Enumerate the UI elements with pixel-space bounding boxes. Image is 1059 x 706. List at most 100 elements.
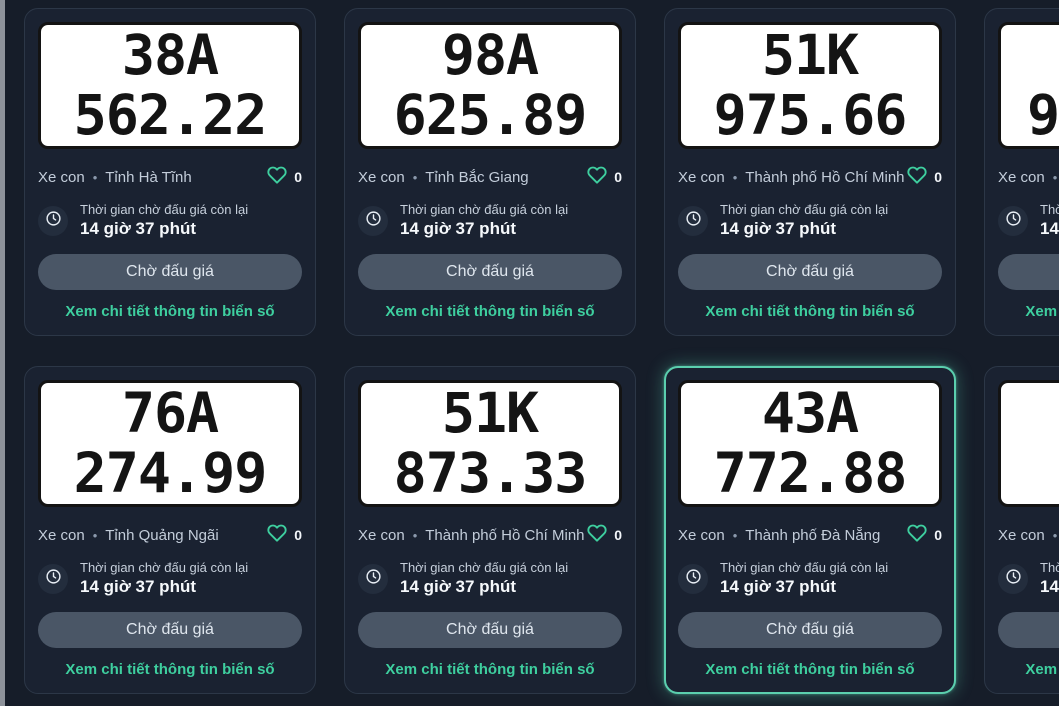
timer-value: 14 giờ 37 phút bbox=[1040, 577, 1059, 596]
wait-auction-button[interactable]: Chờ đấu giá bbox=[358, 612, 622, 648]
like-count: 0 bbox=[294, 527, 302, 543]
like-count: 0 bbox=[614, 527, 622, 543]
license-plate: 9 bbox=[998, 22, 1059, 149]
plate-line-2: 9 bbox=[1027, 82, 1059, 147]
timer-row: Thời gian chờ đấu giá còn lại 14 giờ 37 … bbox=[998, 560, 1059, 597]
timer-value: 14 giờ 37 phút bbox=[1040, 219, 1059, 238]
vehicle-type-label: Xe con bbox=[998, 526, 1045, 544]
separator-dot: • bbox=[1052, 169, 1058, 185]
timer-label: Thời gian chờ đấu giá còn lại bbox=[80, 202, 249, 217]
like-count: 0 bbox=[934, 169, 942, 185]
plate-card[interactable]: 9 Xe con • 0 Thời gian chờ đấu giá còn l… bbox=[984, 8, 1059, 336]
clock-icon bbox=[45, 568, 62, 590]
plate-card[interactable]: 51K 975.66 Xe con • Thành phố Hồ Chí Min… bbox=[664, 8, 956, 336]
plate-card[interactable]: 38A 562.22 Xe con • Tỉnh Hà Tĩnh 0 Thời … bbox=[24, 8, 316, 336]
clock-icon bbox=[1005, 210, 1022, 232]
wait-auction-button[interactable]: Chờ đấu giá bbox=[358, 254, 622, 290]
wait-auction-button[interactable]: Chờ đấu giá bbox=[678, 254, 942, 290]
plate-line-2: 873.33 bbox=[393, 440, 588, 505]
timer-row: Thời gian chờ đấu giá còn lại 14 giờ 37 … bbox=[358, 560, 622, 597]
left-window-edge bbox=[0, 0, 5, 706]
license-plate: 38A 562.22 bbox=[38, 22, 302, 149]
card-meta-row: Xe con • Thành phố Hồ Chí Minh 0 bbox=[358, 523, 622, 547]
clock-badge bbox=[38, 205, 68, 236]
plate-card[interactable]: 51K 873.33 Xe con • Thành phố Hồ Chí Min… bbox=[344, 366, 636, 694]
timer-label: Thời gian chờ đấu giá còn lại bbox=[400, 202, 569, 217]
card-meta-row: Xe con • Thành phố Đà Nẵng 0 bbox=[678, 523, 942, 547]
heart-icon bbox=[907, 523, 927, 547]
vehicle-type-label: Xe con bbox=[358, 168, 405, 186]
card-meta-row: Xe con • Tỉnh Hà Tĩnh 0 bbox=[38, 165, 302, 189]
timer-row: Thời gian chờ đấu giá còn lại 14 giờ 37 … bbox=[998, 202, 1059, 239]
plate-card-selected[interactable]: 43A 772.88 Xe con • Thành phố Đà Nẵng 0 … bbox=[664, 366, 956, 694]
license-plate: 76A 274.99 bbox=[38, 380, 302, 507]
timer-value: 14 giờ 37 phút bbox=[720, 219, 836, 238]
separator-dot: • bbox=[92, 169, 98, 185]
clock-icon bbox=[685, 210, 702, 232]
view-detail-link[interactable]: Xem chi tiết thông tin biển số bbox=[1025, 303, 1059, 320]
wait-auction-button[interactable]: Chờ đấu giá bbox=[38, 612, 302, 648]
separator-dot: • bbox=[412, 169, 418, 185]
separator-dot: • bbox=[412, 527, 418, 543]
like-button[interactable]: 0 bbox=[267, 523, 302, 547]
card-meta-row: Xe con • Thành phố Hồ Chí Minh 0 bbox=[678, 165, 942, 189]
plate-line-1: 98A bbox=[441, 22, 539, 87]
plate-line-2: 975.66 bbox=[713, 82, 908, 147]
clock-badge bbox=[678, 563, 708, 594]
clock-icon bbox=[1005, 568, 1022, 590]
license-plate: 43A 772.88 bbox=[678, 380, 942, 507]
plate-line-1: 51K bbox=[441, 380, 539, 445]
license-plate bbox=[998, 380, 1059, 507]
license-plate: 51K 873.33 bbox=[358, 380, 622, 507]
view-detail-link[interactable]: Xem chi tiết thông tin biển số bbox=[385, 661, 595, 678]
timer-row: Thời gian chờ đấu giá còn lại 14 giờ 37 … bbox=[38, 560, 302, 597]
wait-auction-button[interactable]: Chờ đấu giá bbox=[998, 612, 1059, 648]
like-button[interactable]: 0 bbox=[587, 165, 622, 189]
plate-line-2: 625.89 bbox=[393, 82, 588, 147]
view-detail-link[interactable]: Xem chi tiết thông tin biển số bbox=[1025, 661, 1059, 678]
view-detail-link[interactable]: Xem chi tiết thông tin biển số bbox=[65, 661, 275, 678]
clock-badge bbox=[998, 205, 1028, 236]
plate-line-1: 51K bbox=[761, 22, 859, 87]
view-detail-link[interactable]: Xem chi tiết thông tin biển số bbox=[65, 303, 275, 320]
license-plate: 98A 625.89 bbox=[358, 22, 622, 149]
license-plate: 51K 975.66 bbox=[678, 22, 942, 149]
heart-icon bbox=[267, 165, 287, 189]
view-detail-link[interactable]: Xem chi tiết thông tin biển số bbox=[385, 303, 595, 320]
like-count: 0 bbox=[614, 169, 622, 185]
province-label: Thành phố Hồ Chí Minh bbox=[745, 168, 905, 186]
clock-badge bbox=[38, 563, 68, 594]
timer-value: 14 giờ 37 phút bbox=[80, 219, 196, 238]
separator-dot: • bbox=[1052, 527, 1058, 543]
view-detail-link[interactable]: Xem chi tiết thông tin biển số bbox=[705, 303, 915, 320]
plate-line-2: 274.99 bbox=[73, 440, 268, 505]
heart-icon bbox=[587, 523, 607, 547]
wait-auction-button[interactable]: Chờ đấu giá bbox=[678, 612, 942, 648]
timer-row: Thời gian chờ đấu giá còn lại 14 giờ 37 … bbox=[678, 202, 942, 239]
like-button[interactable]: 0 bbox=[907, 523, 942, 547]
timer-row: Thời gian chờ đấu giá còn lại 14 giờ 37 … bbox=[38, 202, 302, 239]
clock-icon bbox=[365, 568, 382, 590]
like-count: 0 bbox=[934, 527, 942, 543]
like-button[interactable]: 0 bbox=[267, 165, 302, 189]
timer-label: Thời gian chờ đấu giá còn lại bbox=[80, 560, 249, 575]
plate-card[interactable]: 76A 274.99 Xe con • Tỉnh Quảng Ngãi 0 Th… bbox=[24, 366, 316, 694]
clock-icon bbox=[365, 210, 382, 232]
like-button[interactable]: 0 bbox=[907, 165, 942, 189]
vehicle-type-label: Xe con bbox=[998, 168, 1045, 186]
timer-label: Thời gian chờ đấu giá còn lại bbox=[1040, 560, 1059, 575]
wait-auction-button[interactable]: Chờ đấu giá bbox=[998, 254, 1059, 290]
view-detail-link[interactable]: Xem chi tiết thông tin biển số bbox=[705, 661, 915, 678]
vehicle-type-label: Xe con bbox=[38, 168, 85, 186]
card-grid: 38A 562.22 Xe con • Tỉnh Hà Tĩnh 0 Thời … bbox=[24, 8, 1059, 694]
like-button[interactable]: 0 bbox=[587, 523, 622, 547]
timer-row: Thời gian chờ đấu giá còn lại 14 giờ 37 … bbox=[678, 560, 942, 597]
province-label: Thành phố Hồ Chí Minh bbox=[425, 526, 585, 544]
province-label: Tỉnh Hà Tĩnh bbox=[105, 168, 192, 186]
clock-icon bbox=[45, 210, 62, 232]
plate-line-1: 38A bbox=[121, 22, 219, 87]
plate-card[interactable]: 98A 625.89 Xe con • Tỉnh Bắc Giang 0 Thờ… bbox=[344, 8, 636, 336]
plate-card[interactable]: Xe con • 0 Thời gian chờ đấu giá còn lại… bbox=[984, 366, 1059, 694]
wait-auction-button[interactable]: Chờ đấu giá bbox=[38, 254, 302, 290]
clock-badge bbox=[678, 205, 708, 236]
